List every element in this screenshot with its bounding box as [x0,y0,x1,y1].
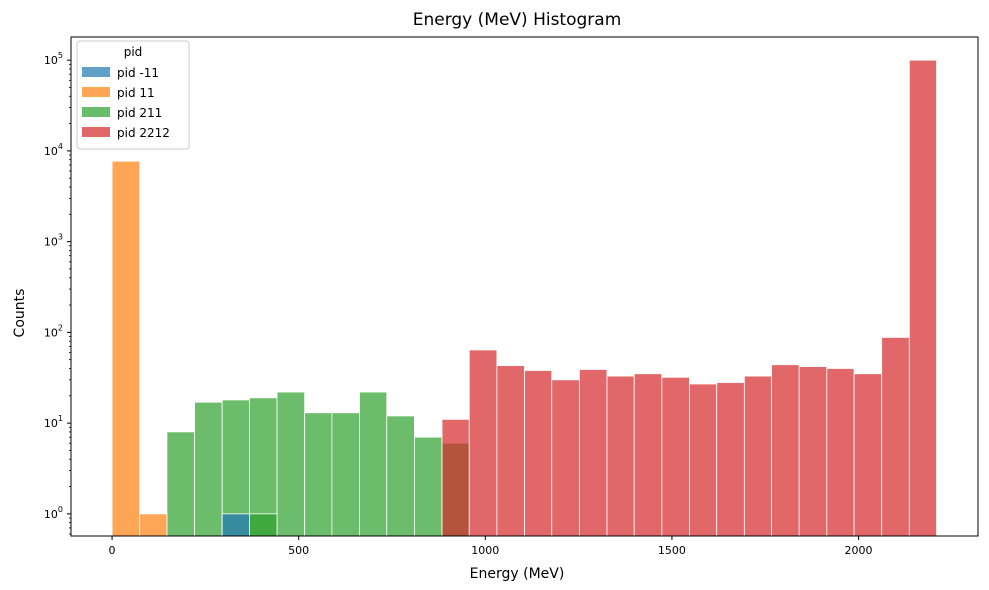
legend: pid pid -11 pid 11 pid 211 pid 2212 [76,40,190,150]
bar-pid2212-1 [468,349,498,537]
legend-label-2: pid 211 [117,106,162,120]
x-tick-label-0: 0 [109,544,116,557]
bar-pid211-0 [166,431,195,537]
legend-swatch-3 [82,127,110,137]
bar-pid2212-14 [826,368,855,537]
bar-pid2212-16 [881,337,910,537]
bar-pid2212-8 [661,376,690,537]
x-axis-label: Energy (MeV) [470,566,565,582]
x-tick-label-3: 1500 [658,544,686,557]
bar-pid211-8 [386,415,415,537]
bar-pid2212-0 [441,418,470,537]
legend-swatch-1 [82,87,110,97]
bar-pid2212-13 [798,366,828,537]
y-tick-label-3: 103 [44,233,63,249]
bar-pid2212-9 [689,383,718,537]
legend-label-1: pid 11 [117,86,155,100]
bar-pid211-5 [304,412,333,537]
x-tick-label-4: 2000 [845,544,873,557]
bar-pid211-1 [194,401,223,537]
legend-label-3: pid 2212 [117,126,170,140]
x-tick-label-1: 500 [288,544,309,557]
bar-pid11-0 [111,160,141,537]
legend-label-0: pid -11 [117,66,159,80]
y-axis-label: Counts [12,289,28,338]
bar-pid211-3 [249,397,278,537]
chart-title: Energy (MeV) Histogram [413,10,622,30]
bar-pid211-9 [413,436,443,537]
bar-pid2212-4 [551,379,580,537]
bar-pid2212-3 [524,370,553,537]
bar-pid2212-7 [633,373,663,537]
bar-pid2212-11 [743,375,772,537]
y-axis: 100 101 102 103 104 105 [44,51,71,535]
legend-swatch-2 [82,107,110,117]
bar-pid211-4 [276,391,306,537]
y-tick-label-0: 100 [44,505,63,521]
bar-pid2212-15 [853,373,883,537]
bar-pid2212-5 [578,369,608,537]
bar-pid2212-12 [771,364,800,537]
bar-pid211-10 [249,513,278,537]
y-tick-label-2: 102 [44,323,63,339]
y-tick-label-1: 101 [44,414,63,430]
histogram-bars [111,59,937,537]
x-axis: 0 500 1000 1500 2000 [109,536,873,557]
bar-pid2212-2 [496,365,525,537]
legend-swatch-0 [82,67,110,77]
legend-title: pid [124,45,143,59]
bar-pid211-2 [221,399,250,537]
bar-pid211-6 [331,412,360,537]
y-tick-label-5: 105 [44,51,63,67]
bar-pid11-1 [139,513,168,537]
bar-pid211-7 [359,391,388,537]
bar-pid2212-10 [716,382,745,537]
y-tick-label-4: 104 [44,142,63,158]
plot-frame [70,36,979,537]
bar-pid2212-6 [606,375,635,537]
x-tick-label-2: 1000 [471,544,499,557]
bar-pidneg11-0 [221,513,250,537]
bar-pid2212-17 [908,59,937,537]
